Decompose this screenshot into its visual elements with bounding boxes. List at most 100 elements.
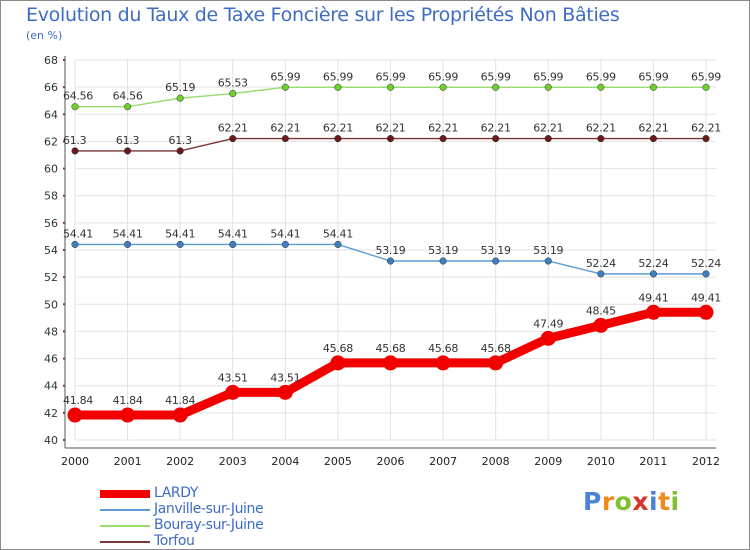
logo-letter: x	[632, 487, 649, 516]
logo-letter: i	[649, 487, 659, 516]
series-group	[67, 83, 714, 423]
data-point-bouray-sur-juine	[229, 89, 237, 98]
legend-label: Torfou	[154, 533, 195, 549]
x-tick-label: 2007	[429, 455, 457, 468]
data-label: 53.19	[481, 244, 511, 257]
data-point-torfou	[492, 135, 500, 143]
data-point-janville-sur-juine	[439, 257, 447, 265]
data-point-torfou	[702, 135, 710, 143]
logo-letter: i	[670, 487, 680, 516]
data-label: 49.41	[691, 291, 721, 304]
y-tick-label: 52	[44, 271, 58, 284]
data-label: 49.41	[638, 291, 668, 304]
data-label: 65.99	[270, 70, 300, 83]
legend-swatch	[100, 541, 150, 543]
data-point-bouray-sur-juine	[281, 83, 289, 91]
data-point-bouray-sur-juine	[439, 83, 447, 91]
data-label: 41.84	[165, 394, 195, 407]
data-label: 41.84	[63, 394, 93, 407]
data-label: 65.99	[481, 70, 511, 83]
data-label: 54.41	[270, 227, 300, 240]
chart-subtitle: (en %)	[26, 29, 63, 42]
data-point-janville-sur-juine	[597, 270, 605, 278]
data-point-torfou	[439, 135, 447, 143]
data-label: 65.99	[691, 70, 721, 83]
y-tick-label: 42	[44, 407, 58, 420]
y-tick-label: 50	[44, 298, 58, 311]
data-label: 62.21	[218, 122, 248, 135]
y-tick-label: 54	[44, 244, 58, 257]
data-point-lardy	[120, 407, 136, 423]
data-point-bouray-sur-juine	[702, 83, 710, 91]
x-tick-label: 2002	[166, 455, 194, 468]
data-point-lardy	[435, 355, 451, 371]
data-point-lardy	[698, 304, 714, 320]
data-label: 45.68	[323, 342, 353, 355]
y-tick-label: 62	[44, 135, 58, 148]
data-label: 61.3	[63, 134, 87, 147]
proxiti-logo: Proxiti	[583, 487, 680, 516]
legend-label: Janville-sur-Juine	[154, 501, 264, 517]
data-point-torfou	[544, 135, 552, 143]
logo-letter: P	[583, 487, 602, 516]
x-tick-label: 2010	[587, 455, 615, 468]
data-point-bouray-sur-juine	[492, 83, 500, 91]
data-point-lardy	[277, 384, 293, 400]
data-point-bouray-sur-juine	[124, 103, 132, 111]
data-label: 65.99	[638, 70, 668, 83]
data-point-janville-sur-juine	[229, 240, 237, 248]
legend-label: LARDY	[154, 485, 198, 501]
y-tick-label: 68	[44, 54, 58, 67]
data-label: 65.53	[218, 77, 248, 90]
logo-letter: r	[601, 487, 615, 516]
y-tick-label: 56	[44, 217, 58, 230]
data-label: 64.56	[63, 90, 93, 103]
data-point-lardy	[225, 384, 241, 400]
data-label: 61.3	[116, 134, 140, 147]
data-point-torfou	[229, 135, 237, 143]
x-tick-label: 2000	[61, 455, 89, 468]
data-label: 54.41	[113, 227, 143, 240]
y-tick-label: 40	[44, 434, 58, 447]
data-point-torfou	[124, 147, 132, 155]
data-point-bouray-sur-juine	[544, 83, 552, 91]
x-tick-label: 2009	[534, 455, 562, 468]
data-label: 62.21	[376, 122, 406, 135]
data-label: 53.19	[376, 244, 406, 257]
data-label: 48.45	[586, 304, 616, 317]
data-label: 54.41	[165, 227, 195, 240]
data-point-lardy	[383, 355, 398, 371]
x-tick-label: 2008	[482, 455, 510, 468]
data-label: 52.24	[586, 257, 616, 270]
data-point-lardy	[67, 407, 83, 423]
data-point-lardy	[488, 355, 504, 371]
data-point-torfou	[649, 135, 657, 143]
data-label: 62.21	[481, 122, 511, 135]
data-point-lardy	[593, 317, 609, 333]
legend-swatch	[100, 490, 150, 498]
legend-swatch	[100, 509, 150, 511]
data-point-torfou	[597, 135, 605, 143]
data-point-lardy	[645, 304, 661, 320]
data-point-bouray-sur-juine	[176, 94, 184, 102]
logo-letter: o	[614, 487, 633, 516]
data-point-lardy	[172, 407, 188, 423]
data-label: 62.21	[323, 122, 353, 135]
data-label: 65.99	[533, 70, 563, 83]
data-label: 52.24	[691, 257, 721, 270]
data-label: 62.21	[428, 122, 458, 135]
x-tick-label: 2001	[114, 455, 142, 468]
data-label: 47.49	[533, 317, 563, 330]
y-tick-label: 46	[44, 353, 58, 366]
data-point-torfou	[281, 135, 289, 143]
y-tick-label: 58	[44, 190, 58, 203]
y-tick-label: 48	[44, 325, 58, 338]
data-label: 53.19	[428, 244, 458, 257]
logo-letter: t	[658, 487, 671, 516]
legend-label: Bouray-sur-Juine	[154, 517, 264, 533]
data-point-janville-sur-juine	[71, 240, 79, 248]
data-point-janville-sur-juine	[702, 270, 710, 278]
data-point-janville-sur-juine	[544, 257, 552, 265]
data-label: 54.41	[63, 227, 93, 240]
